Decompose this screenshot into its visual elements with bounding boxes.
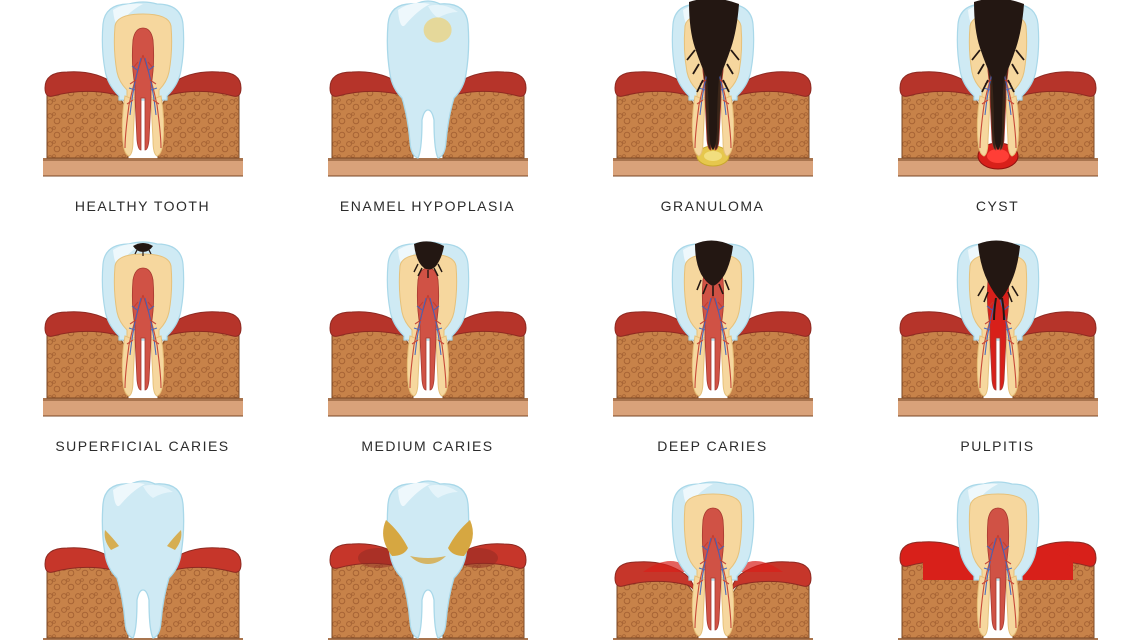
tooth-cell-pulpitis: PULPITIS [855,240,1140,480]
tooth-cell-superficial: SUPERFICIAL CARIES [0,240,285,480]
tooth-figure-row3a [33,480,253,640]
tooth-cell-granuloma: GRANULOMA [570,0,855,240]
tooth-label-pulpitis: PULPITIS [960,438,1034,454]
tooth-figure-deep [603,240,823,420]
tooth-label-cyst: CYST [976,198,1019,214]
tooth-figure-superficial [33,240,253,420]
tooth-figure-cyst [888,0,1108,180]
tooth-cell-row3a [0,480,285,640]
tooth-figure-row3c [603,480,823,640]
tooth-figure-granuloma [603,0,823,180]
tooth-figure-pulpitis [888,240,1108,420]
tooth-cell-row3b [285,480,570,640]
tooth-label-healthy: HEALTHY TOOTH [75,198,210,214]
tooth-label-superficial: SUPERFICIAL CARIES [55,438,229,454]
tooth-cell-cyst: CYST [855,0,1140,240]
tooth-label-granuloma: GRANULOMA [661,198,765,214]
tooth-figure-healthy [33,0,253,180]
tooth-figure-row3b [318,480,538,640]
tooth-figure-row3d [888,480,1108,640]
tooth-conditions-grid: HEALTHY TOOTH ENAMEL HYPOPLASIA [0,0,1140,640]
tooth-label-medium: MEDIUM CARIES [361,438,493,454]
tooth-label-hypoplasia: ENAMEL HYPOPLASIA [340,198,515,214]
tooth-cell-row3d [855,480,1140,640]
tooth-cell-medium: MEDIUM CARIES [285,240,570,480]
tooth-cell-hypoplasia: ENAMEL HYPOPLASIA [285,0,570,240]
tooth-cell-row3c [570,480,855,640]
tooth-figure-medium [318,240,538,420]
tooth-cell-healthy: HEALTHY TOOTH [0,0,285,240]
tooth-figure-hypoplasia [318,0,538,180]
tooth-label-deep: DEEP CARIES [657,438,767,454]
tooth-cell-deep: DEEP CARIES [570,240,855,480]
